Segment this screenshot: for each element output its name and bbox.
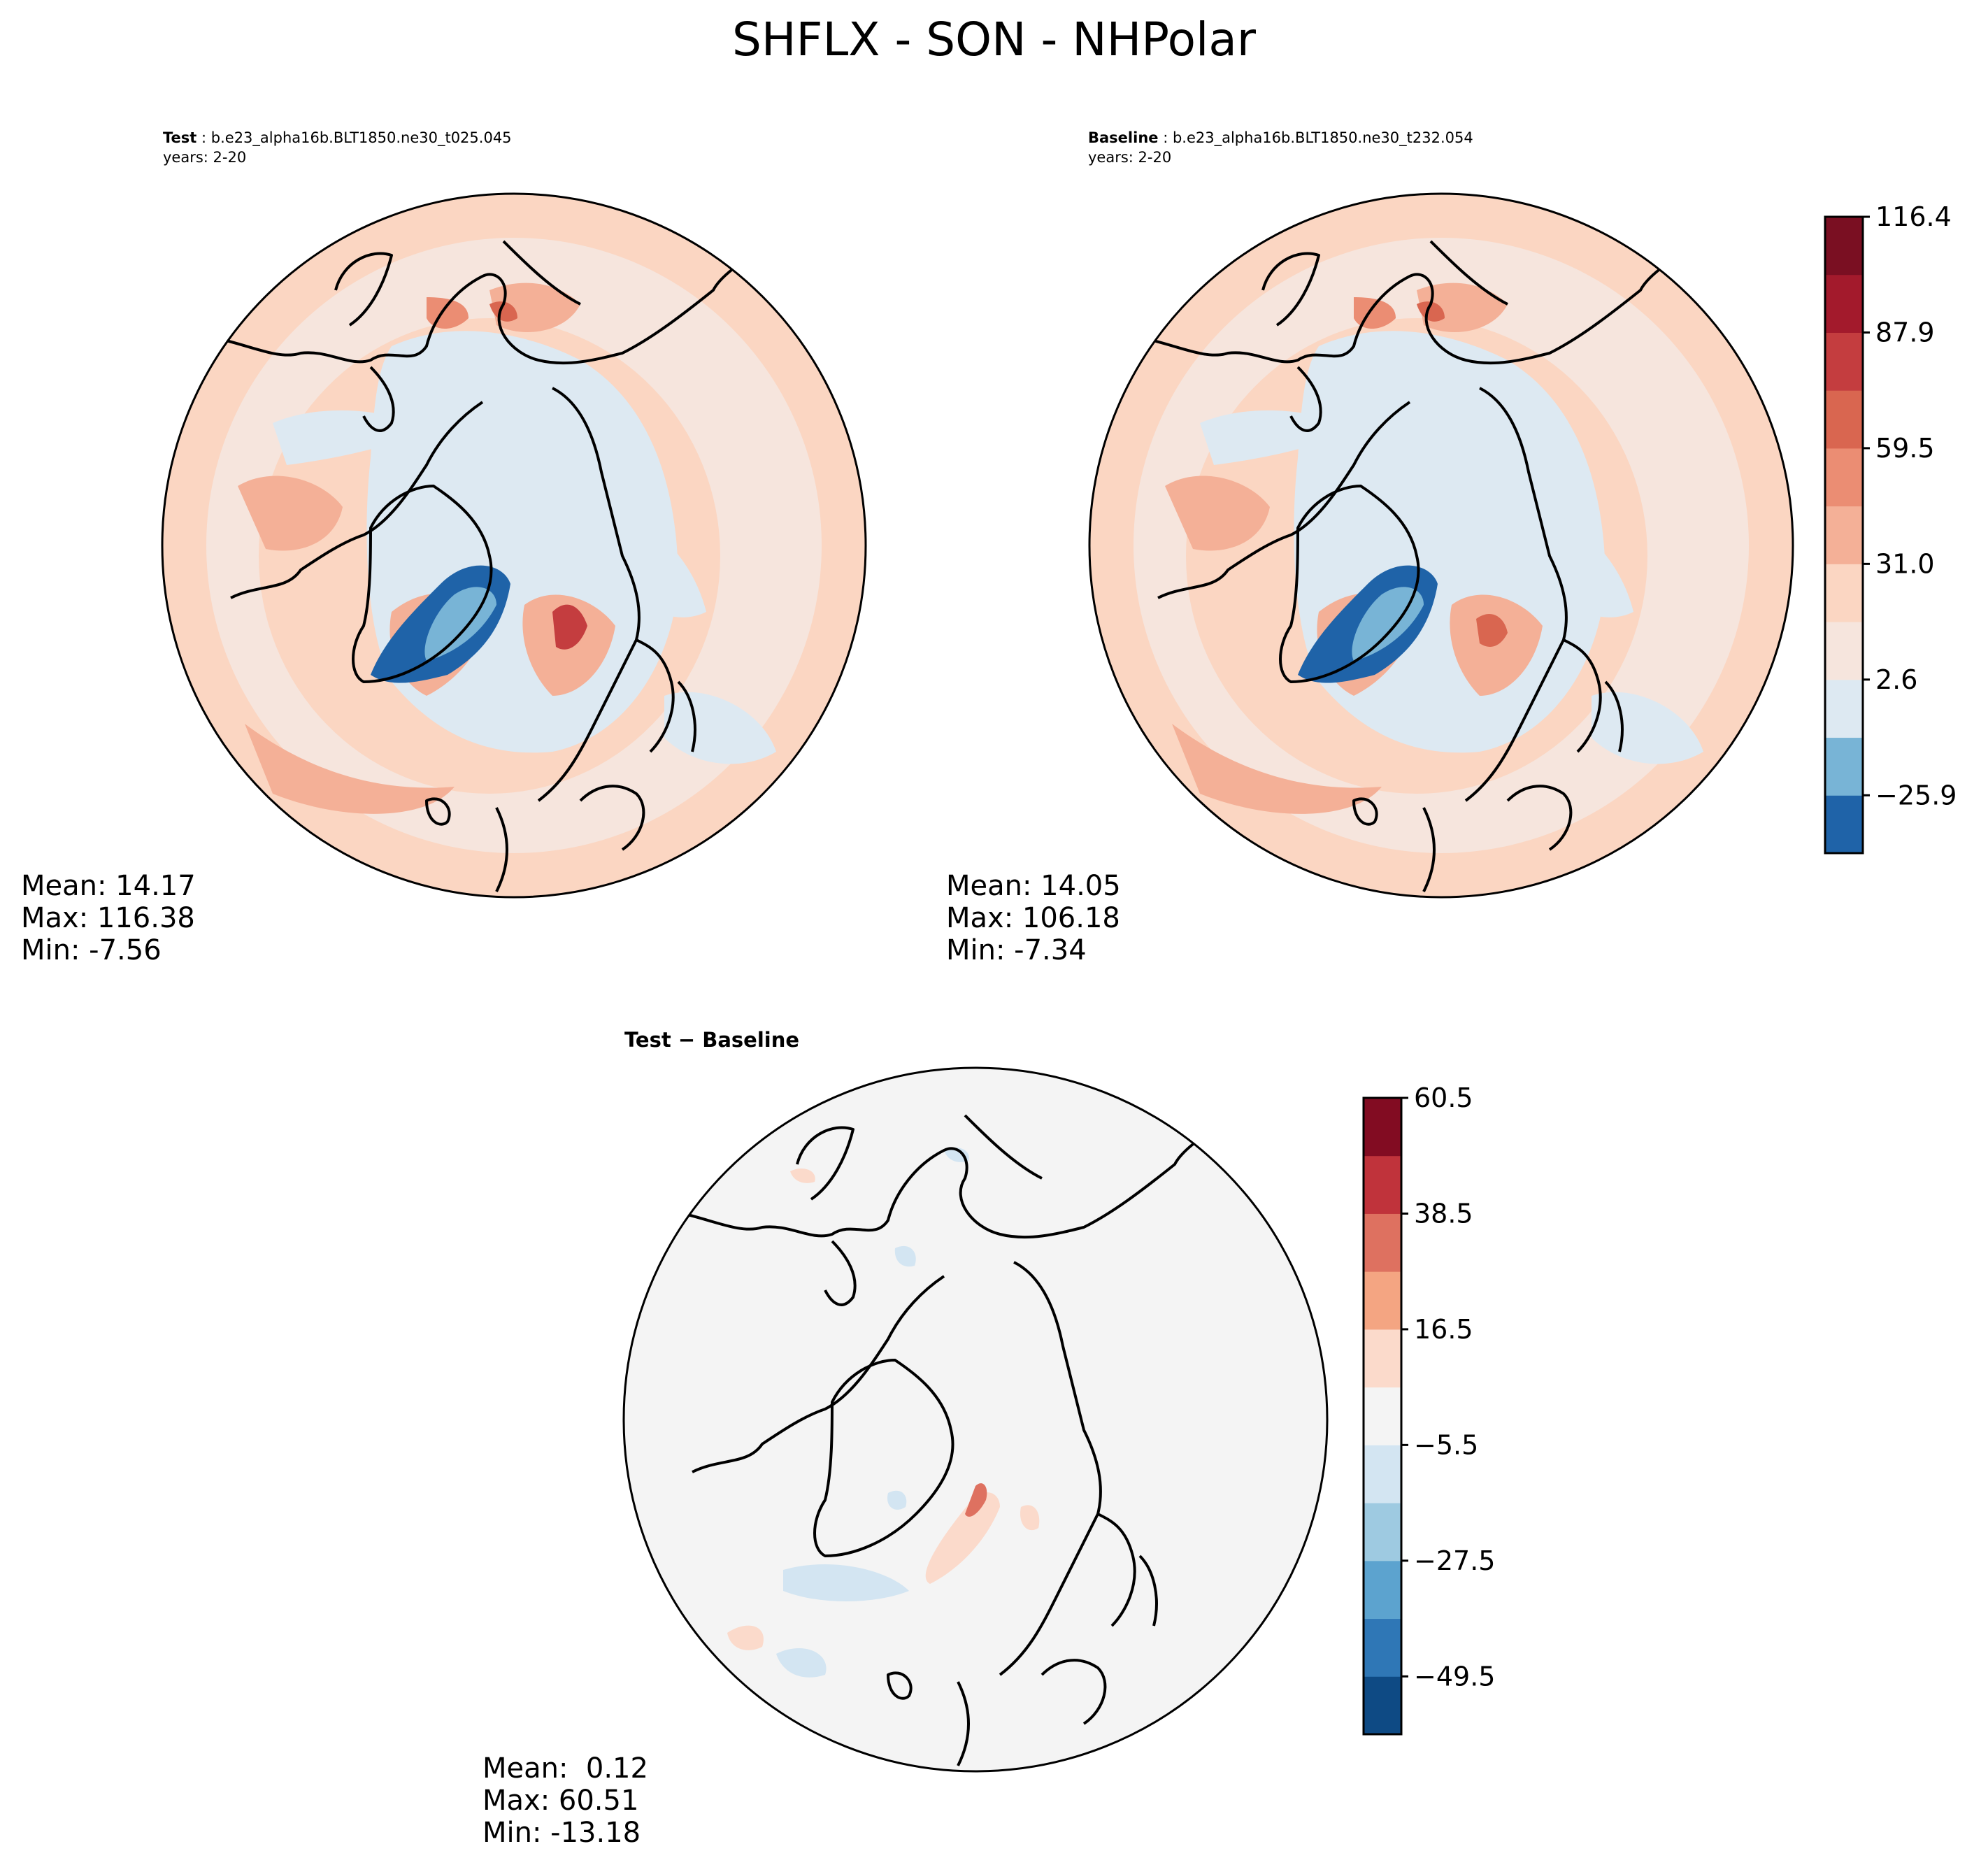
colorbar-main-tick-label: 59.5 [1875, 433, 1935, 464]
colorbar-main-segment [1825, 506, 1863, 564]
figure-title: SHFLX - SON - NHPolar [732, 13, 1256, 66]
diff-mean: Mean: 0.12 [482, 1752, 648, 1785]
colorbar-diff-segment [1364, 1387, 1401, 1445]
colorbar-diff-tick-label: −49.5 [1414, 1661, 1495, 1692]
colorbar-diff-segment [1364, 1155, 1401, 1214]
test-polar-map [161, 192, 867, 899]
colorbar-main-segment [1825, 448, 1863, 507]
colorbar-diff-segment [1364, 1098, 1401, 1157]
colorbar-main-segment [1825, 274, 1863, 333]
baseline-label: Baseline [1088, 129, 1159, 146]
baseline-max: Max: 106.18 [946, 902, 1120, 934]
colorbar-diff-segment [1364, 1445, 1401, 1503]
colorbar-diff-border [1362, 1096, 1403, 1736]
baseline-stats: Mean: 14.05 Max: 106.18 Min: -7.34 [946, 870, 1121, 966]
diff-title: Test − Baseline [624, 1028, 800, 1052]
colorbar-diff: 60.5 38.5 16.5 −5.5 −27.5 −49.5 [1362, 1082, 1495, 1736]
colorbar-diff-segment [1364, 1560, 1401, 1620]
colorbar-main-tick-label: 116.4 [1875, 201, 1952, 232]
colorbar-diff-tick-label: 38.5 [1414, 1198, 1473, 1229]
colorbar-diff-segment [1364, 1676, 1401, 1735]
colorbar-main-segment [1825, 217, 1863, 276]
baseline-polar-map [1088, 192, 1794, 899]
baseline-min: Min: -7.34 [946, 934, 1087, 966]
baseline-mean: Mean: 14.05 [946, 870, 1121, 902]
colorbar-main-tick-label: 2.6 [1875, 664, 1917, 695]
colorbar-diff-segment [1364, 1213, 1401, 1272]
diff-min: Min: -13.18 [482, 1817, 641, 1849]
baseline-years: years: 2-20 [1088, 149, 1172, 166]
difference-polar-map [622, 1066, 1329, 1773]
colorbar-diff-tick-label: −27.5 [1414, 1545, 1495, 1576]
baseline-caption: Baseline : b.e23_alpha16b.BLT1850.ne30_t… [1088, 129, 1473, 166]
colorbar-diff-segment [1364, 1271, 1401, 1330]
colorbar-main-border [1824, 215, 1864, 855]
test-years: years: 2-20 [163, 149, 247, 166]
colorbar-diff-segment [1364, 1329, 1401, 1388]
colorbar-main-segment [1825, 737, 1863, 796]
colorbar-diff-tick-label: 16.5 [1414, 1314, 1473, 1345]
test-max: Max: 116.38 [21, 902, 195, 934]
colorbar-diff-segment [1364, 1503, 1401, 1562]
colorbar-main: 116.4 87.9 59.5 31.0 2.6 −25.9 [1824, 201, 1957, 855]
colorbar-diff-tick-label: −5.5 [1414, 1429, 1478, 1460]
colorbar-main-tick-label: −25.9 [1875, 780, 1957, 810]
colorbar-diff-tick-label: 60.5 [1414, 1082, 1473, 1113]
colorbar-main-segment [1825, 564, 1863, 622]
colorbar-main-tick-label: 31.0 [1875, 548, 1935, 579]
colorbar-main-segment [1825, 795, 1863, 854]
colorbar-main-segment [1825, 390, 1863, 449]
baseline-case-name: b.e23_alpha16b.BLT1850.ne30_t232.054 [1172, 129, 1473, 146]
colorbar-main-tick-label: 87.9 [1875, 317, 1935, 348]
test-min: Min: -7.56 [21, 934, 162, 966]
test-mean: Mean: 14.17 [21, 870, 196, 902]
colorbar-main-segment [1825, 679, 1863, 738]
colorbar-diff-segment [1364, 1618, 1401, 1677]
diff-stats: Mean: 0.12 Max: 60.51 Min: -13.18 [482, 1752, 648, 1849]
test-case-name: b.e23_alpha16b.BLT1850.ne30_t025.045 [210, 129, 512, 146]
colorbar-main-segment [1825, 332, 1863, 391]
diff-max: Max: 60.51 [482, 1785, 639, 1817]
test-caption: Test : b.e23_alpha16b.BLT1850.ne30_t025.… [163, 129, 512, 166]
colorbar-main-segment [1825, 622, 1863, 680]
test-label: Test [163, 129, 197, 146]
test-stats: Mean: 14.17 Max: 116.38 Min: -7.56 [21, 870, 196, 966]
